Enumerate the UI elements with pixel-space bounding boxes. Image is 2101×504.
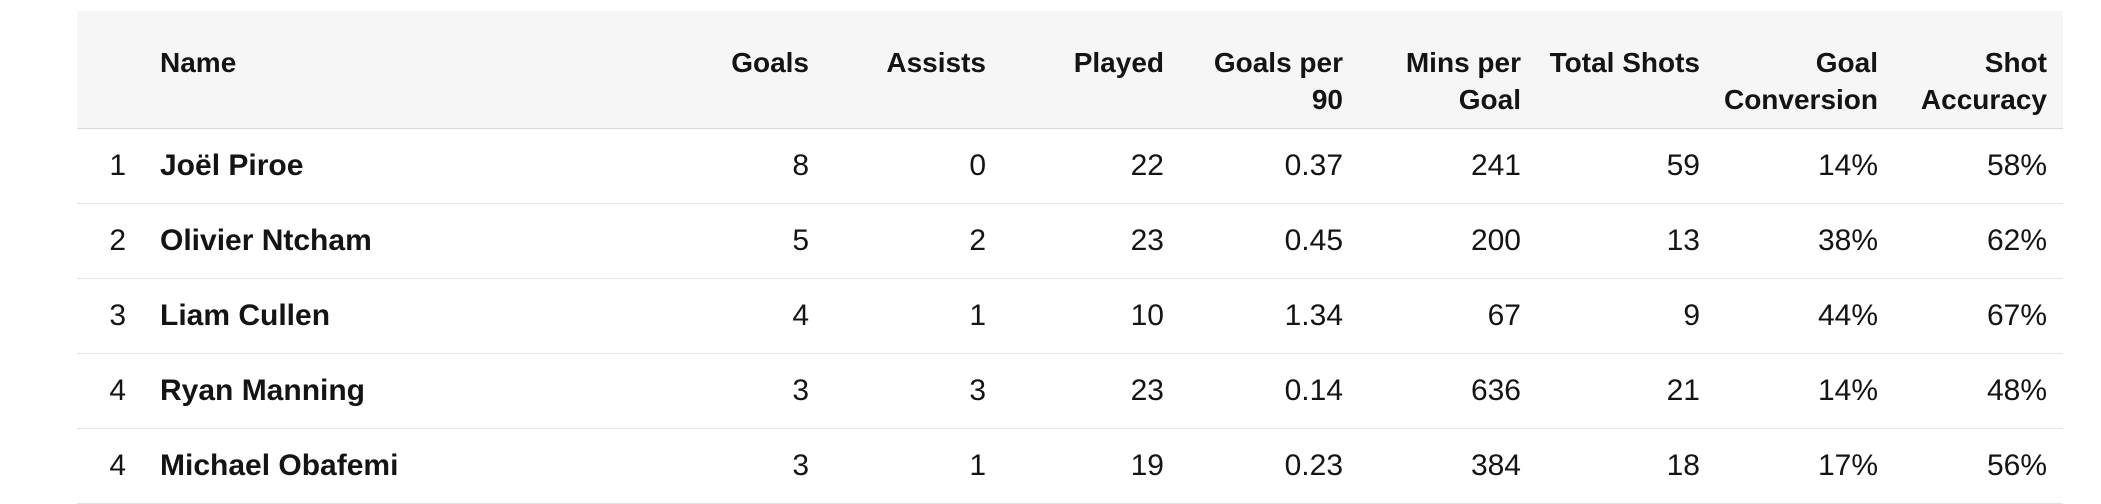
goals-cell: 3 xyxy=(665,353,825,429)
table-row: 3 Liam Cullen 4 1 10 1.34 67 9 44% 67% xyxy=(77,278,2063,354)
mins-per-goal-cell: 67 xyxy=(1359,278,1537,354)
goals-per-90-cell: 1.34 xyxy=(1180,278,1359,354)
column-header-mins-per-goal[interactable]: Mins per Goal xyxy=(1359,11,1537,129)
player-stats-table: Name Goals Assists Played Goals per 90 M… xyxy=(77,11,2063,504)
rank-cell: 4 xyxy=(77,353,160,429)
assists-cell: 1 xyxy=(825,428,1002,504)
column-header-goals-per-90-line2: 90 xyxy=(1311,84,1343,115)
goals-per-90-cell: 0.37 xyxy=(1180,128,1359,204)
column-header-goal-conversion[interactable]: Goal Conversion xyxy=(1716,11,1894,129)
goal-conversion-cell: 14% xyxy=(1716,128,1894,204)
goals-cell: 3 xyxy=(665,428,825,504)
mins-per-goal-cell: 636 xyxy=(1359,353,1537,429)
header-row: Name Goals Assists Played Goals per 90 M… xyxy=(77,11,2063,129)
total-shots-cell: 59 xyxy=(1537,128,1716,204)
column-header-goal-conversion-line1: Goal xyxy=(1815,47,1878,78)
shot-accuracy-cell: 58% xyxy=(1894,128,2063,204)
goal-conversion-cell: 38% xyxy=(1716,203,1894,279)
player-name-cell: Joël Piroe xyxy=(160,128,665,204)
table-row: 4 Ryan Manning 3 3 23 0.14 636 21 14% 48… xyxy=(77,353,2063,429)
column-header-goals[interactable]: Goals xyxy=(731,47,809,78)
table-row: 2 Olivier Ntcham 5 2 23 0.45 200 13 38% … xyxy=(77,203,2063,279)
total-shots-cell: 9 xyxy=(1537,278,1716,354)
player-name-cell: Michael Obafemi xyxy=(160,428,665,504)
goals-per-90-cell: 0.14 xyxy=(1180,353,1359,429)
shot-accuracy-cell: 62% xyxy=(1894,203,2063,279)
stats-table-container: Name Goals Assists Played Goals per 90 M… xyxy=(77,11,2063,504)
column-header-shot-accuracy[interactable]: Shot Accuracy xyxy=(1894,11,2063,129)
played-cell: 23 xyxy=(1002,353,1180,429)
shot-accuracy-cell: 56% xyxy=(1894,428,2063,504)
goals-cell: 5 xyxy=(665,203,825,279)
played-cell: 23 xyxy=(1002,203,1180,279)
total-shots-cell: 21 xyxy=(1537,353,1716,429)
played-cell: 10 xyxy=(1002,278,1180,354)
column-header-total-shots[interactable]: Total Shots xyxy=(1549,47,1700,78)
goal-conversion-cell: 14% xyxy=(1716,353,1894,429)
assists-cell: 2 xyxy=(825,203,1002,279)
rank-cell: 1 xyxy=(77,128,160,204)
mins-per-goal-cell: 384 xyxy=(1359,428,1537,504)
player-name-cell: Ryan Manning xyxy=(160,353,665,429)
table-header: Name Goals Assists Played Goals per 90 M… xyxy=(77,11,2063,129)
column-header-goals-per-90[interactable]: Goals per 90 xyxy=(1180,11,1359,129)
assists-cell: 0 xyxy=(825,128,1002,204)
player-name-cell: Olivier Ntcham xyxy=(160,203,665,279)
rank-cell: 4 xyxy=(77,428,160,504)
goals-per-90-cell: 0.23 xyxy=(1180,428,1359,504)
column-header-assists[interactable]: Assists xyxy=(886,47,986,78)
shot-accuracy-cell: 48% xyxy=(1894,353,2063,429)
assists-cell: 3 xyxy=(825,353,1002,429)
column-header-shot-accuracy-line2: Accuracy xyxy=(1920,84,2047,115)
column-header-shot-accuracy-line1: Shot xyxy=(1984,47,2047,78)
goals-per-90-cell: 0.45 xyxy=(1180,203,1359,279)
goal-conversion-cell: 44% xyxy=(1716,278,1894,354)
column-header-mins-per-goal-line1: Mins per xyxy=(1405,47,1521,78)
table-row: 4 Michael Obafemi 3 1 19 0.23 384 18 17%… xyxy=(77,428,2063,504)
rank-cell: 3 xyxy=(77,278,160,354)
mins-per-goal-cell: 241 xyxy=(1359,128,1537,204)
goals-cell: 8 xyxy=(665,128,825,204)
player-name-cell: Liam Cullen xyxy=(160,278,665,354)
assists-cell: 1 xyxy=(825,278,1002,354)
column-header-goals-per-90-line1: Goals per xyxy=(1213,47,1343,78)
total-shots-cell: 13 xyxy=(1537,203,1716,279)
mins-per-goal-cell: 200 xyxy=(1359,203,1537,279)
table-row: 1 Joël Piroe 8 0 22 0.37 241 59 14% 58% xyxy=(77,128,2063,204)
goal-conversion-cell: 17% xyxy=(1716,428,1894,504)
column-header-played[interactable]: Played xyxy=(1073,47,1164,78)
played-cell: 19 xyxy=(1002,428,1180,504)
goals-cell: 4 xyxy=(665,278,825,354)
rank-cell: 2 xyxy=(77,203,160,279)
column-header-rank xyxy=(77,11,160,129)
column-header-name[interactable]: Name xyxy=(160,47,237,78)
shot-accuracy-cell: 67% xyxy=(1894,278,2063,354)
total-shots-cell: 18 xyxy=(1537,428,1716,504)
table-body: 1 Joël Piroe 8 0 22 0.37 241 59 14% 58% … xyxy=(77,128,2063,504)
column-header-mins-per-goal-line2: Goal xyxy=(1458,84,1521,115)
played-cell: 22 xyxy=(1002,128,1180,204)
column-header-goal-conversion-line2: Conversion xyxy=(1723,84,1878,115)
